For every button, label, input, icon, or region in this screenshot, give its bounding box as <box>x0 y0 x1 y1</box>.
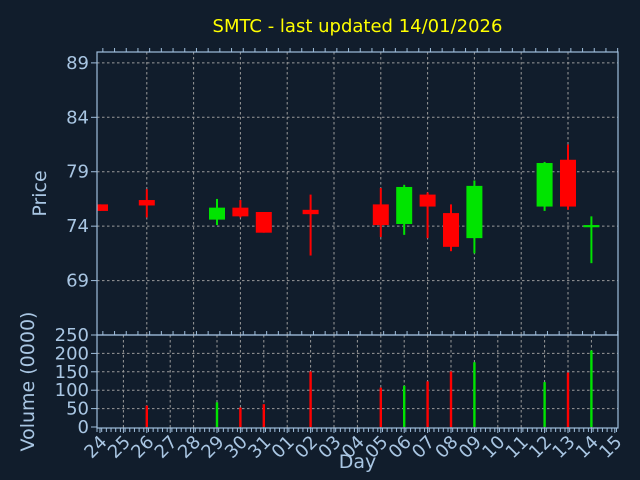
candle-day-12 <box>536 161 553 211</box>
volume-tick-label: 200 <box>55 343 89 364</box>
candle-day-26 <box>138 189 155 218</box>
candle-body <box>255 212 272 233</box>
candle-day-05 <box>372 188 389 238</box>
candle-body <box>138 200 155 206</box>
candle-body <box>560 159 576 207</box>
chart-title: SMTC - last updated 14/01/2026 <box>212 16 503 37</box>
candle-body <box>209 207 225 220</box>
volume-tick-label: 0 <box>78 417 89 438</box>
volume-bar-day-06 <box>403 385 406 427</box>
candle-body <box>372 204 389 226</box>
volume-plot <box>145 350 593 427</box>
candle-body <box>97 204 108 211</box>
volume-bar-day-14 <box>590 350 593 427</box>
candle-day-13 <box>560 144 576 210</box>
volume-bar-day-13 <box>566 372 570 427</box>
candle-body <box>466 185 483 239</box>
candle-day-06 <box>396 184 413 235</box>
candle-body <box>583 225 600 228</box>
candle-day-09 <box>466 180 483 254</box>
price-plot <box>97 144 600 264</box>
volume-tick-label: 50 <box>66 399 89 420</box>
x-tick-label: 15 <box>595 432 626 463</box>
price-axis-label: Price <box>29 170 51 216</box>
tick-labels: 6974798489050100150200250242526272829303… <box>55 53 627 463</box>
volume-tick-label: 150 <box>55 362 89 383</box>
candle-day-02 <box>302 194 319 256</box>
volume-bar-day-26 <box>145 405 148 427</box>
candle-day-29 <box>209 198 225 226</box>
candle-day-07 <box>419 192 436 239</box>
volume-bar-day-29 <box>215 402 219 427</box>
price-tick-label: 89 <box>66 53 89 74</box>
candle-day-08 <box>443 204 459 252</box>
tick-marks <box>91 48 619 433</box>
candle-body <box>536 163 553 207</box>
candle-day-24 <box>97 204 108 211</box>
volume-bar-day-12 <box>543 382 546 427</box>
gridlines <box>97 52 618 428</box>
price-tick-label: 84 <box>66 107 89 128</box>
price-tick-label: 79 <box>66 162 89 183</box>
volume-bar-day-31 <box>262 404 265 427</box>
volume-bar-day-08 <box>449 371 453 427</box>
volume-bar-day-07 <box>426 381 429 427</box>
candle-body <box>443 213 459 247</box>
candle-day-14 <box>583 216 600 264</box>
price-tick-label: 74 <box>66 216 89 237</box>
candle-body <box>396 186 413 224</box>
volume-bar-day-02 <box>309 371 312 427</box>
candle-body <box>232 207 249 217</box>
day-axis-label: Day <box>339 451 377 473</box>
candle-body <box>419 194 436 207</box>
price-tick-label: 69 <box>66 271 89 292</box>
volume-bar-day-09 <box>473 362 476 427</box>
candle-body <box>302 209 319 215</box>
candle-day-31 <box>255 212 272 233</box>
volume-tick-label: 100 <box>55 380 89 401</box>
volume-tick-label: 250 <box>55 325 89 346</box>
candle-day-30 <box>232 200 249 218</box>
volume-bar-day-05 <box>379 387 382 427</box>
volume-bar-day-30 <box>239 407 242 427</box>
volume-axis-label: Volume (0000) <box>17 312 39 452</box>
